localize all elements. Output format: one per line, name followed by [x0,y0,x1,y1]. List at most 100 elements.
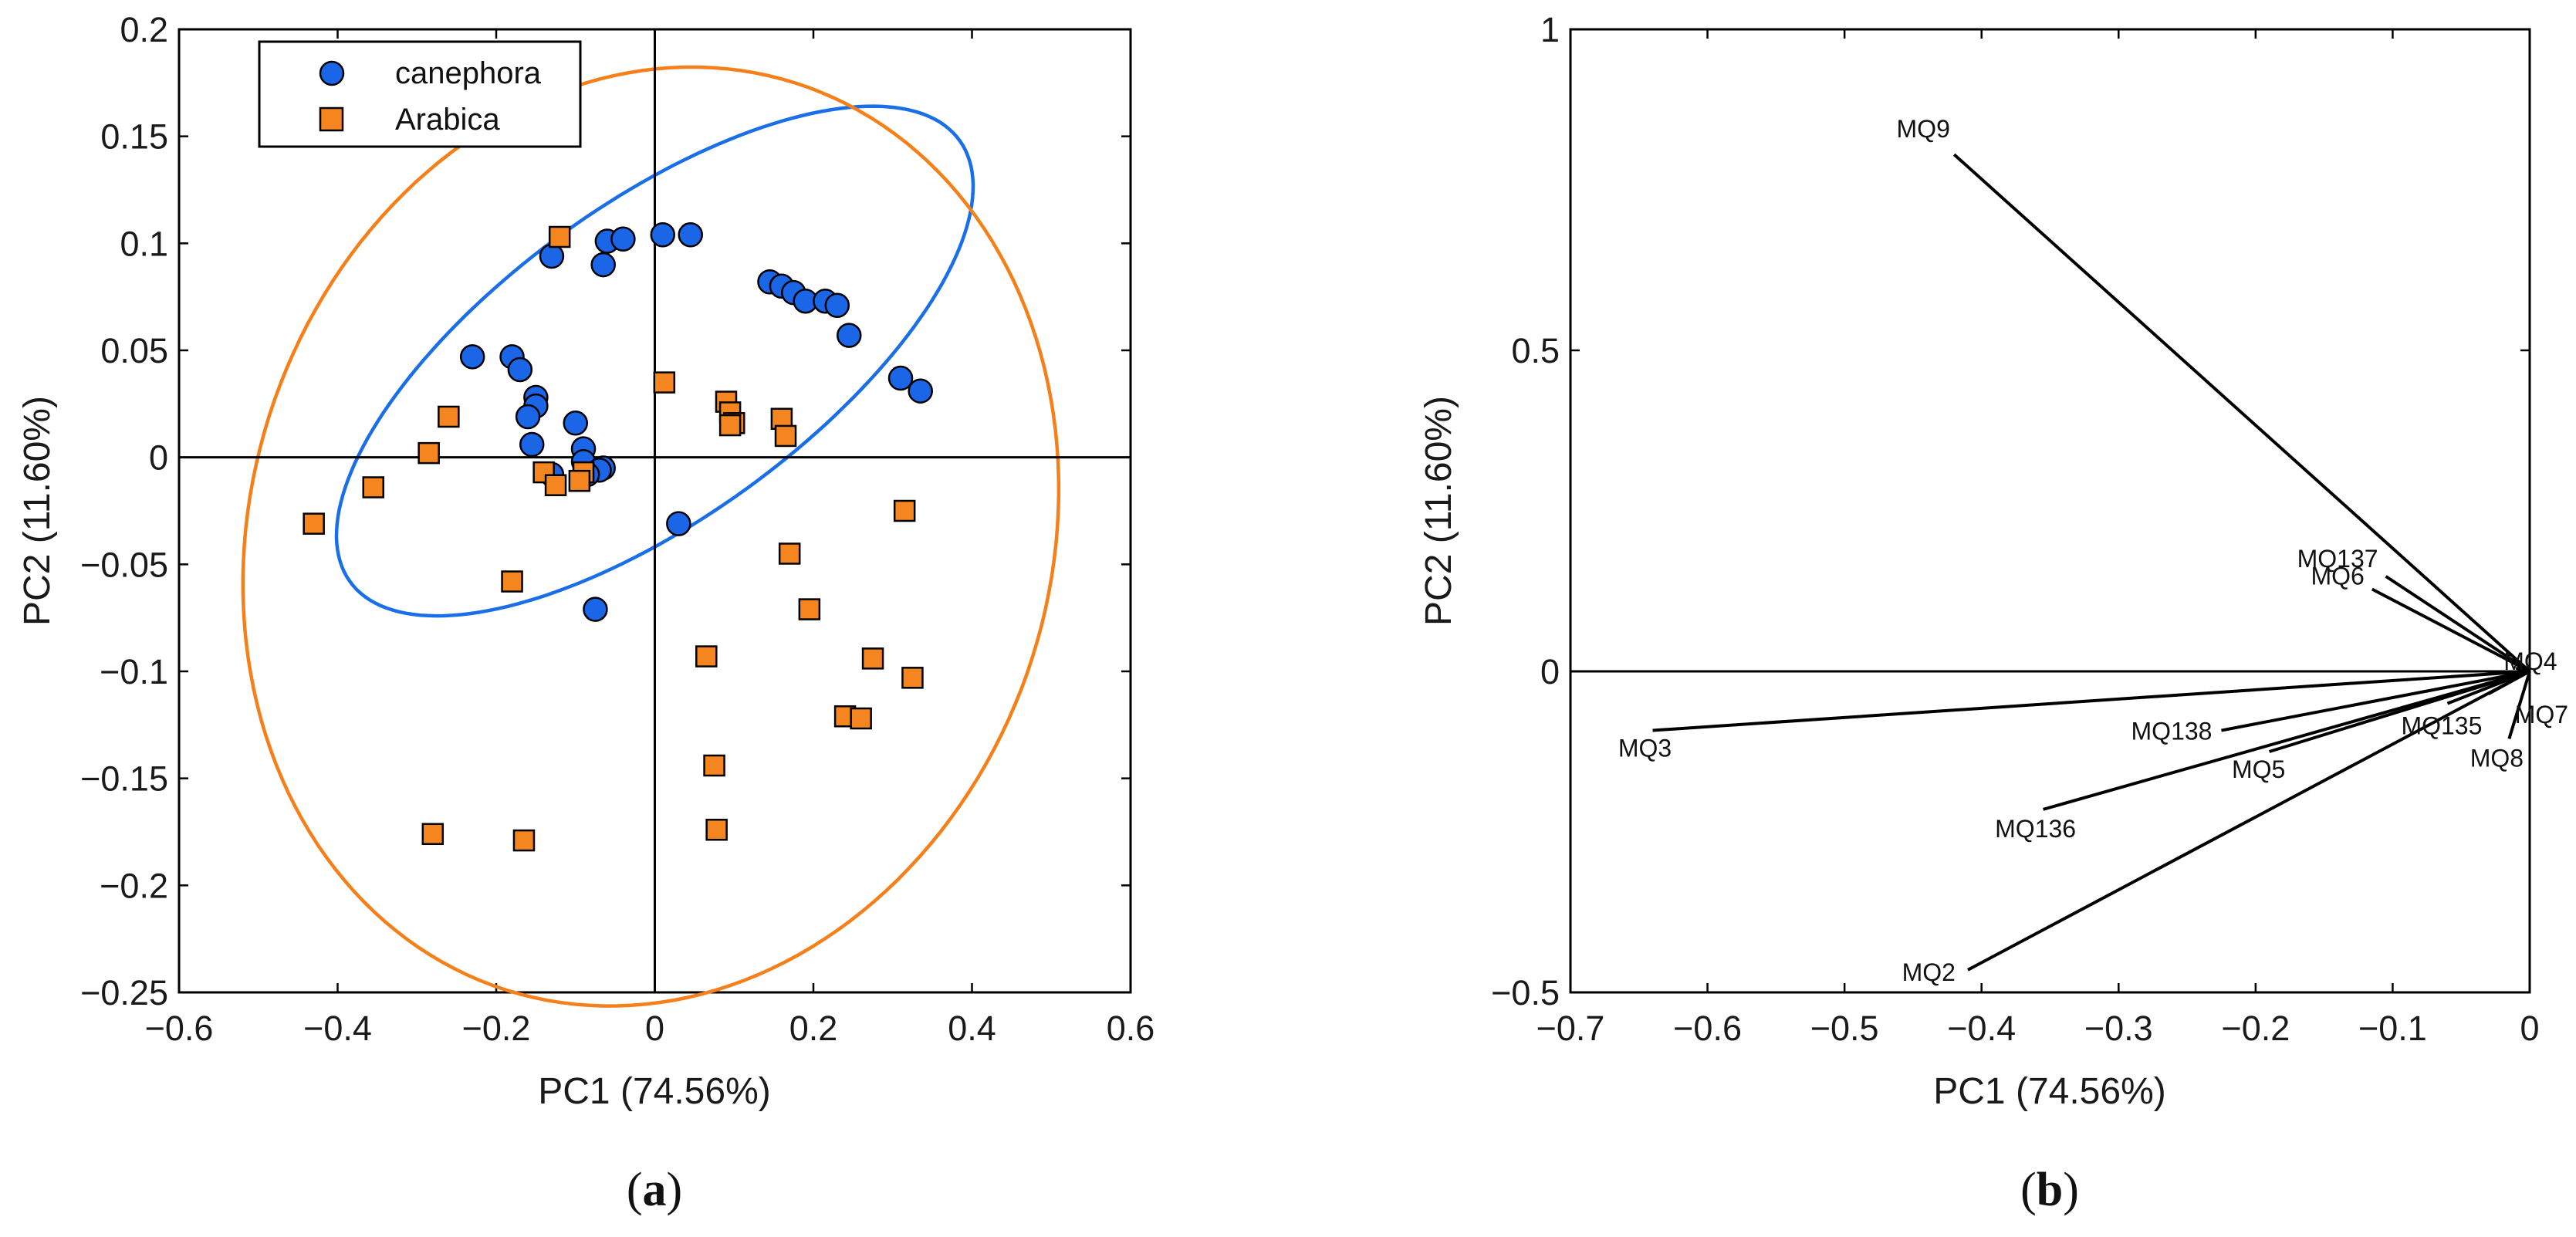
canephora-point [583,597,608,622]
arabica-point [778,542,801,565]
loading-vector-mq7 [2487,670,2530,695]
canephora-point [519,431,545,458]
y-tick-label: 0 [1540,652,1560,691]
arabica-point [695,645,718,668]
loading-vector-mq136 [2043,670,2530,811]
panel-a-x-axis-label: PC1 (74.56%) [538,1071,770,1112]
arabica-point [718,414,742,437]
legend: canephora Arabica [258,40,582,148]
panel-b-y-axis-label: PC2 (11.60%) [1418,396,1459,626]
arabica-point [901,667,924,689]
x-tick-label: 0 [645,1009,664,1048]
loading-vector-mq9 [1952,153,2531,673]
panel-a-scatter-plot: −0.6 −0.4 −0.2 0 0.2 0.4 0.6 −0.25 −0.2 −0.15 −0.1… [17,10,1154,1216]
legend-canephora-marker [319,60,345,86]
panel-a-caption: (a) [627,1164,682,1216]
x-tick-label: −0.1 [2358,1009,2427,1048]
y-tick-label: −0.25 [80,973,168,1012]
x-tick-label: −0.6 [1673,1009,1742,1048]
x-tick-label: −0.2 [2221,1009,2290,1048]
vector-label-mq137: MQ137 [2297,545,2378,573]
arabica-point [705,818,728,841]
canephora-point [515,404,541,430]
x-tick-label: 0 [2520,1009,2539,1048]
vector-label-mq9: MQ9 [1897,115,1950,143]
legend-arabica-marker [319,106,344,132]
y-tick-label: 1 [1540,10,1560,49]
legend-box [258,40,582,148]
canephora-point [650,221,676,248]
panel-a-points [303,221,933,852]
arabica-point [653,371,676,394]
y-tick-label: −0.2 [100,866,168,905]
y-tick-label: 0.05 [100,331,168,370]
arabica-point [568,469,591,492]
vector-label-mq136: MQ136 [1995,815,2076,843]
loading-vector-mq3 [1652,670,2530,732]
panel-a-zero-lines [179,29,1131,992]
canephora-point [908,378,933,404]
x-tick-label: −0.4 [1947,1009,2016,1048]
canephora-point [666,511,691,536]
panel-a-ellipses [241,65,1061,1008]
loading-vector-mq138 [2221,670,2530,732]
canephora-point [459,344,485,370]
canephora-point [824,292,850,319]
x-tick-label: 0.4 [948,1009,996,1048]
x-tick-label: −0.5 [1810,1009,1879,1048]
canephora-point [563,411,588,436]
y-tick-label: −0.5 [1491,973,1560,1012]
arabica-point [548,225,571,248]
x-tick-label: −0.4 [303,1009,372,1048]
arabica-point [438,405,460,428]
vector-label-mq7: MQ7 [2515,701,2568,728]
x-tick-label: −0.2 [462,1009,531,1048]
canephora-point [539,243,565,269]
y-tick-label: 0 [149,438,168,478]
loading-vector-mq8 [2507,671,2531,739]
x-tick-label: −0.7 [1536,1009,1605,1048]
panel-b-loadings-plot: −0.7 −0.6 −0.5 −0.4 −0.3 −0.2 −0.1 0 −0.5 0 0.5 1 M… [1418,10,2568,1216]
vector-label-mq4: MQ4 [2503,647,2557,675]
arabica-point [544,474,567,496]
vector-label-mq135: MQ135 [2401,712,2482,740]
x-tick-label: −0.6 [145,1009,214,1048]
arabica-point [512,829,536,852]
y-tick-label: −0.05 [80,545,168,584]
x-tick-label: −0.3 [2084,1009,2153,1048]
panel-a-ticks: −0.6 −0.4 −0.2 0 0.2 0.4 0.6 −0.25 −0.2 −0.15 −0.1… [80,10,1154,1048]
vector-label-mq8: MQ8 [2470,744,2524,772]
vector-label-mq138: MQ138 [2131,718,2213,745]
arabica-point [850,707,872,730]
x-tick-label: 0.6 [1107,1009,1155,1048]
confidence-ellipse-canephora [334,104,975,618]
arabica-point [798,598,821,620]
arabica-point [421,823,445,846]
canephora-point [610,226,636,252]
panel-b-caption: (b) [2020,1164,2079,1216]
y-tick-label: 0.5 [1511,331,1560,370]
loading-vector-mq2 [1967,670,2530,972]
panel-b-caption-close: ) [2063,1164,2079,1216]
arabica-point [532,461,555,484]
canephora-point [836,323,862,348]
loading-vector-mq137 [2385,575,2531,673]
y-tick-label: −0.1 [100,652,168,691]
arabica-point [703,754,725,777]
y-tick-label: 0.15 [100,117,168,157]
panel-b-ticks: −0.7 −0.6 −0.5 −0.4 −0.3 −0.2 −0.1 0 −0.5 0 0.5 1 [1491,10,2539,1048]
panel-b-caption-letter: b [2037,1164,2063,1216]
x-tick-label: 0.2 [789,1009,838,1048]
vector-label-mq6: MQ6 [2311,563,2364,590]
arabica-point [774,424,797,448]
vector-label-mq3: MQ3 [1618,735,1672,762]
panel-a-caption-open: ( [627,1164,643,1216]
canephora-point [590,252,616,278]
panel-a-caption-close: ) [667,1164,683,1216]
panel-a-caption-letter: a [643,1164,667,1216]
arabica-point [893,499,916,522]
arabica-point [501,570,523,593]
canephora-point [678,221,703,248]
